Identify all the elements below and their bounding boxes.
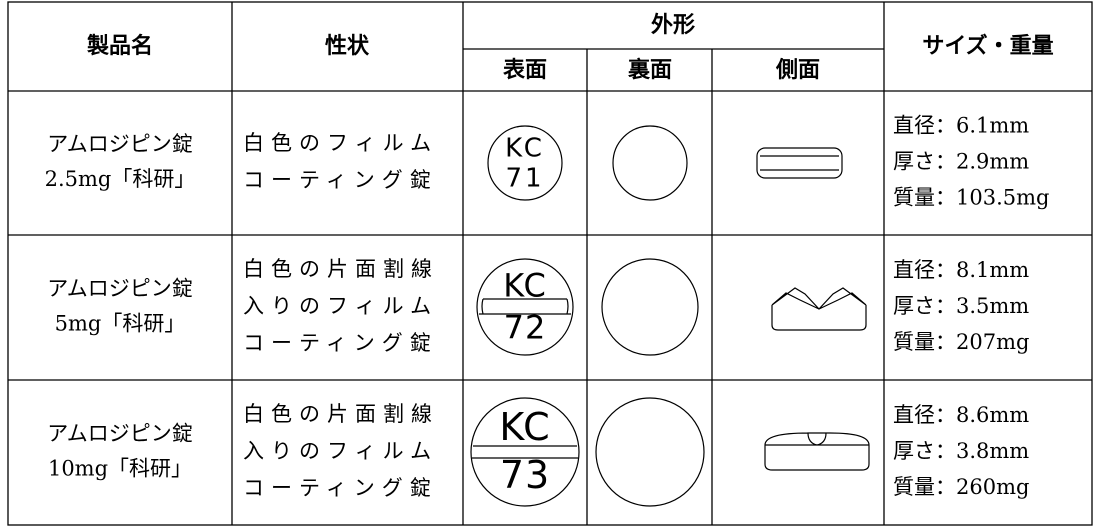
grid: [7, 1, 1093, 526]
tablet-mark: 73: [500, 453, 550, 497]
size-weight: 質量：207mg: [893, 330, 1029, 354]
product-name: 5mg「科研」: [55, 312, 186, 336]
product-name: アムロジピン錠: [47, 422, 193, 446]
size-weight: 厚さ：3.5mm: [893, 294, 1029, 318]
header-cell: サイズ・重量: [922, 33, 1053, 59]
product-name: 2.5mg「科研」: [45, 167, 196, 191]
size-weight: 質量：103.5mg: [893, 186, 1049, 210]
property: コーティング錠: [243, 168, 438, 192]
property: 白色の片面割線: [243, 402, 439, 426]
size-weight: 直径：6.1mm: [893, 114, 1029, 138]
property: 白色の片面割線: [243, 257, 439, 281]
tablet-mark: KC: [503, 267, 547, 305]
header-cell: 裏面: [628, 57, 672, 83]
tablet-mark: 71: [505, 164, 544, 194]
header: 製品名 性状 外形 表面 裏面 側面 サイズ・重量: [86, 12, 1054, 83]
product-name: アムロジピン錠: [47, 132, 193, 156]
product-name: 10mg「科研」: [48, 457, 192, 481]
property: コーティング錠: [243, 476, 438, 500]
header-cell: 側面: [775, 58, 820, 83]
property: 入りのフィルム: [243, 294, 438, 318]
header-cell: 表面: [503, 58, 547, 83]
tablet-mark: KC: [499, 405, 550, 449]
header-cell: 製品名: [86, 33, 153, 59]
property: 入りのフィルム: [243, 439, 438, 463]
header-cell: 外形: [651, 12, 695, 38]
size-weight: 厚さ：2.9mm: [893, 150, 1029, 174]
tablet-mark: 72: [504, 309, 547, 347]
size-weight: 質量：260mg: [893, 475, 1029, 499]
product-name: アムロジピン錠: [47, 277, 193, 301]
property: 白色のフィルム: [243, 131, 438, 155]
header-cell: 性状: [325, 34, 370, 59]
property: コーティング錠: [243, 331, 438, 355]
drawings: [470, 125, 870, 507]
size-weight: 直径：8.1mm: [893, 258, 1029, 282]
size-weight: 厚さ：3.8mm: [893, 439, 1029, 463]
size-weight: 直径：8.6mm: [893, 403, 1029, 427]
tablet-mark: KC: [505, 134, 545, 164]
